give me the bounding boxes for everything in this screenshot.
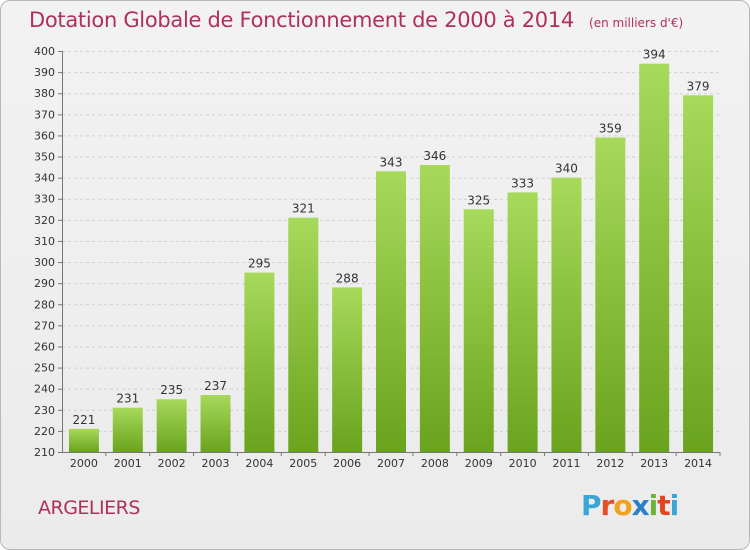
commune-name: ARGELIERS — [38, 497, 140, 519]
y-tick-label: 310 — [34, 235, 55, 248]
data-label-2003: 237 — [204, 379, 227, 393]
y-tick-label: 320 — [34, 214, 55, 227]
data-label-2008: 346 — [423, 149, 446, 163]
data-label-2001: 231 — [116, 392, 139, 406]
x-tick-label-2006: 2006 — [333, 457, 361, 470]
y-tick-label: 250 — [34, 362, 55, 375]
bar-2006 — [332, 287, 363, 452]
y-tick-label: 290 — [34, 277, 55, 290]
x-tick-label-2011: 2011 — [552, 457, 580, 470]
bar-2010 — [507, 192, 538, 452]
y-tick-label: 220 — [34, 425, 55, 438]
bar-2005 — [288, 217, 319, 452]
data-label-2014: 379 — [687, 79, 710, 93]
data-label-2005: 321 — [292, 202, 315, 216]
x-tick-label-2001: 2001 — [114, 457, 142, 470]
x-tick-labels: 2000 2001 2002 2003 2004 2005 2006 2007 2008 2009… — [70, 452, 721, 470]
bar-2001 — [112, 407, 143, 452]
y-tick-label: 380 — [34, 87, 55, 100]
bar-2002 — [156, 399, 187, 452]
y-tick-label: 230 — [34, 404, 55, 417]
x-tick-label-2004: 2004 — [245, 457, 273, 470]
y-tick-label: 210 — [34, 446, 55, 459]
data-label-2004: 295 — [248, 257, 271, 271]
y-tick-label: 360 — [34, 129, 55, 142]
title-row: Dotation Globale de Fonctionnement de 20… — [29, 8, 683, 32]
axes — [62, 51, 720, 453]
x-tick-label-2012: 2012 — [596, 457, 624, 470]
y-tick-label: 240 — [34, 383, 55, 396]
x-tick-label-2008: 2008 — [421, 457, 449, 470]
data-label-2000: 221 — [72, 413, 95, 427]
y-tick-label: 350 — [34, 151, 55, 164]
y-tick-label: 400 — [34, 45, 55, 58]
logo-letter: i — [648, 489, 659, 522]
bar-2008 — [419, 164, 450, 452]
logo-letter: o — [613, 489, 632, 522]
y-tick-label: 330 — [34, 193, 55, 206]
logo-letter: i — [669, 489, 680, 522]
data-label-2010: 333 — [511, 176, 534, 190]
y-tick-label: 370 — [34, 108, 55, 121]
bar-2007 — [376, 171, 406, 453]
data-label-2009: 325 — [467, 193, 490, 207]
logo-letter: t — [657, 489, 670, 522]
x-tick-label-2009: 2009 — [465, 457, 493, 470]
data-label-2002: 235 — [160, 383, 183, 397]
x-tick-label-2002: 2002 — [158, 457, 186, 470]
x-tick-label-2005: 2005 — [289, 457, 317, 470]
logo-letter: P — [581, 489, 602, 522]
data-label-2012: 359 — [599, 122, 622, 136]
y-tick-label: 260 — [34, 340, 55, 353]
y-tick-label: 340 — [34, 172, 55, 185]
x-tick-label-2013: 2013 — [640, 457, 668, 470]
bar-2011 — [551, 177, 582, 452]
chart-title: Dotation Globale de Fonctionnement de 20… — [29, 8, 574, 32]
y-tick-labels: 210 220 230 240 250 260 270 280 290 300 310 320 330 3… — [34, 45, 55, 459]
bars — [68, 63, 714, 453]
y-tick-label: 270 — [34, 319, 55, 332]
data-label-2013: 394 — [643, 48, 666, 62]
x-tick-label-2007: 2007 — [377, 457, 405, 470]
bar-2003 — [200, 395, 231, 452]
data-label-2006: 288 — [336, 271, 359, 285]
bar-2014 — [683, 95, 714, 453]
bar-2013 — [639, 63, 670, 453]
logo-letter: x — [631, 489, 650, 522]
y-tick-label: 300 — [34, 256, 55, 269]
x-tick-label-2000: 2000 — [70, 457, 98, 470]
data-label-2011: 340 — [555, 162, 578, 176]
chart-subtitle: (en milliers d'€) — [589, 16, 684, 30]
bar-2012 — [595, 137, 626, 452]
x-tick-label-2010: 2010 — [509, 457, 537, 470]
data-label-2007: 343 — [380, 155, 403, 169]
x-tick-label-2014: 2014 — [684, 457, 712, 470]
bar-2009 — [463, 209, 494, 452]
y-tick-label: 390 — [34, 66, 55, 79]
x-tick-label-2003: 2003 — [202, 457, 230, 470]
bar-2004 — [244, 272, 275, 452]
bar-2000 — [68, 428, 99, 452]
y-tick-label: 280 — [34, 298, 55, 311]
logo-letter: r — [600, 489, 615, 522]
data-labels: 221 231 235 237 295 321 288 343 346 325 333 340 359 3… — [72, 48, 709, 427]
proxiti-logo: Proxiti — [581, 489, 680, 522]
